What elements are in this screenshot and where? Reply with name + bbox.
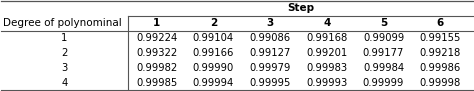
Text: 3: 3 — [61, 63, 68, 73]
Text: 0.99166: 0.99166 — [193, 48, 234, 58]
Text: 1: 1 — [61, 33, 68, 43]
Text: 0.99086: 0.99086 — [249, 33, 291, 43]
Text: 0.99127: 0.99127 — [249, 48, 291, 58]
Text: 0.99985: 0.99985 — [136, 78, 177, 88]
Text: 3: 3 — [266, 18, 273, 28]
Text: 0.99998: 0.99998 — [419, 78, 461, 88]
Text: 0.99994: 0.99994 — [193, 78, 234, 88]
Text: 4: 4 — [61, 78, 68, 88]
Text: 1: 1 — [153, 18, 160, 28]
Text: 0.99177: 0.99177 — [363, 48, 404, 58]
Text: Step: Step — [287, 3, 314, 13]
Text: 0.99986: 0.99986 — [419, 63, 461, 73]
Text: 0.99322: 0.99322 — [136, 48, 177, 58]
Text: 0.99201: 0.99201 — [306, 48, 347, 58]
Text: 0.99983: 0.99983 — [306, 63, 347, 73]
Text: 0.99155: 0.99155 — [419, 33, 461, 43]
Text: 0.99990: 0.99990 — [193, 63, 234, 73]
Text: 4: 4 — [323, 18, 330, 28]
Text: 0.99984: 0.99984 — [363, 63, 404, 73]
Text: 0.99104: 0.99104 — [193, 33, 234, 43]
Text: 0.99099: 0.99099 — [363, 33, 404, 43]
Text: 0.99218: 0.99218 — [419, 48, 461, 58]
Text: 2: 2 — [61, 48, 68, 58]
Text: 0.99224: 0.99224 — [136, 33, 177, 43]
Text: 6: 6 — [437, 18, 444, 28]
Text: 0.99993: 0.99993 — [306, 78, 347, 88]
Text: Degree of polynominal: Degree of polynominal — [3, 18, 122, 28]
Text: 2: 2 — [210, 18, 217, 28]
Text: 0.99168: 0.99168 — [306, 33, 347, 43]
Text: 5: 5 — [380, 18, 387, 28]
Text: 0.99999: 0.99999 — [363, 78, 404, 88]
Text: 0.99995: 0.99995 — [249, 78, 291, 88]
Text: 0.99982: 0.99982 — [136, 63, 177, 73]
Text: 0.99979: 0.99979 — [249, 63, 291, 73]
